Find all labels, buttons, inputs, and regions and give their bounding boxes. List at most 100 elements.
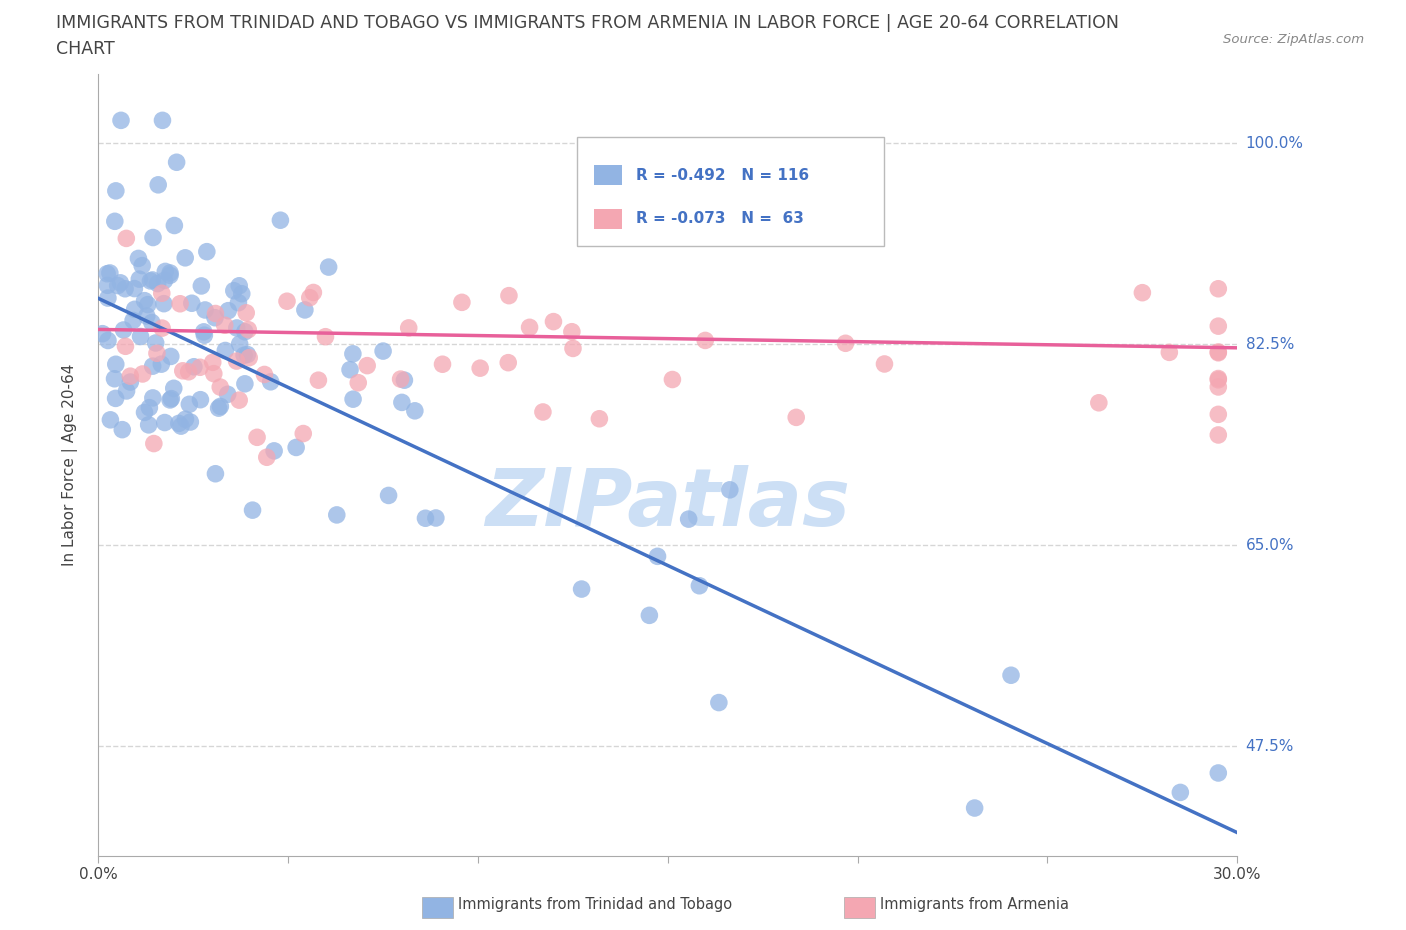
Point: [678, 512, 700, 526]
Point: [228, 278, 250, 293]
Point: [110, 275, 132, 290]
Text: 65.0%: 65.0%: [1246, 538, 1294, 553]
Point: [146, 276, 169, 291]
Point: [209, 399, 232, 414]
Point: [1208, 344, 1230, 359]
Point: [124, 281, 146, 296]
Point: [104, 183, 127, 198]
Point: [707, 695, 730, 710]
Point: [231, 286, 253, 301]
Point: [201, 355, 224, 370]
Point: [209, 379, 232, 394]
Point: [104, 214, 127, 229]
Point: [561, 325, 583, 339]
Point: [114, 339, 136, 353]
Point: [129, 329, 152, 344]
Point: [339, 363, 361, 378]
Point: [115, 383, 138, 398]
Point: [263, 444, 285, 458]
Point: [142, 436, 165, 451]
Point: [294, 302, 316, 317]
Point: [276, 294, 298, 309]
Point: [531, 405, 554, 419]
Point: [225, 353, 247, 368]
Point: [785, 410, 807, 425]
Point: [111, 422, 134, 437]
Point: [204, 466, 226, 481]
Point: [107, 278, 129, 293]
Point: [159, 349, 181, 364]
Point: [394, 373, 416, 388]
Point: [253, 367, 276, 382]
Point: [389, 372, 412, 387]
Point: [285, 440, 308, 455]
Point: [142, 391, 165, 405]
Point: [193, 327, 215, 342]
Point: [342, 346, 364, 361]
Point: [202, 366, 225, 381]
Point: [432, 357, 454, 372]
Point: [134, 405, 156, 419]
Point: [204, 306, 226, 321]
Point: [246, 430, 269, 445]
Point: [138, 400, 160, 415]
Text: R = -0.073   N =  63: R = -0.073 N = 63: [636, 211, 804, 226]
Point: [155, 264, 177, 279]
Point: [238, 322, 260, 337]
Point: [141, 272, 163, 287]
Y-axis label: In Labor Force | Age 20-64: In Labor Force | Age 20-64: [62, 364, 77, 566]
Point: [136, 298, 159, 312]
Point: [163, 381, 186, 396]
Point: [177, 365, 200, 379]
Point: [398, 321, 420, 336]
Point: [190, 392, 212, 407]
Point: [342, 392, 364, 406]
Point: [138, 418, 160, 432]
Point: [135, 309, 157, 324]
Point: [131, 259, 153, 273]
Point: [214, 343, 236, 358]
Point: [159, 268, 181, 283]
Point: [120, 368, 142, 383]
Point: [496, 355, 519, 370]
Point: [195, 245, 218, 259]
Point: [193, 325, 215, 339]
Point: [127, 251, 149, 266]
Text: ZIPatlas: ZIPatlas: [485, 465, 851, 543]
Point: [188, 360, 211, 375]
Point: [347, 376, 370, 391]
Point: [1208, 428, 1230, 443]
Point: [470, 361, 492, 376]
Point: [1208, 379, 1230, 394]
Point: [97, 291, 120, 306]
Point: [318, 259, 340, 274]
Point: [1208, 345, 1230, 360]
Point: [190, 278, 212, 293]
Point: [159, 266, 181, 281]
Point: [873, 356, 896, 371]
Point: [1088, 395, 1111, 410]
Point: [1000, 668, 1022, 683]
Bar: [593, 209, 623, 229]
Text: Immigrants from Trinidad and Tobago: Immigrants from Trinidad and Tobago: [458, 897, 733, 912]
Point: [222, 284, 245, 299]
Point: [695, 333, 717, 348]
Point: [163, 218, 186, 232]
Point: [269, 213, 291, 228]
Point: [114, 281, 136, 296]
Point: [1132, 286, 1154, 300]
Point: [115, 231, 138, 246]
Point: [647, 549, 669, 564]
Point: [1208, 765, 1230, 780]
Point: [260, 375, 283, 390]
Text: 82.5%: 82.5%: [1246, 337, 1294, 352]
Text: Source: ZipAtlas.com: Source: ZipAtlas.com: [1223, 33, 1364, 46]
Point: [391, 395, 413, 410]
Point: [100, 412, 122, 427]
Point: [120, 375, 142, 390]
Point: [110, 113, 132, 127]
Point: [1170, 785, 1192, 800]
Point: [103, 371, 125, 386]
Point: [172, 364, 194, 379]
Point: [519, 320, 541, 335]
